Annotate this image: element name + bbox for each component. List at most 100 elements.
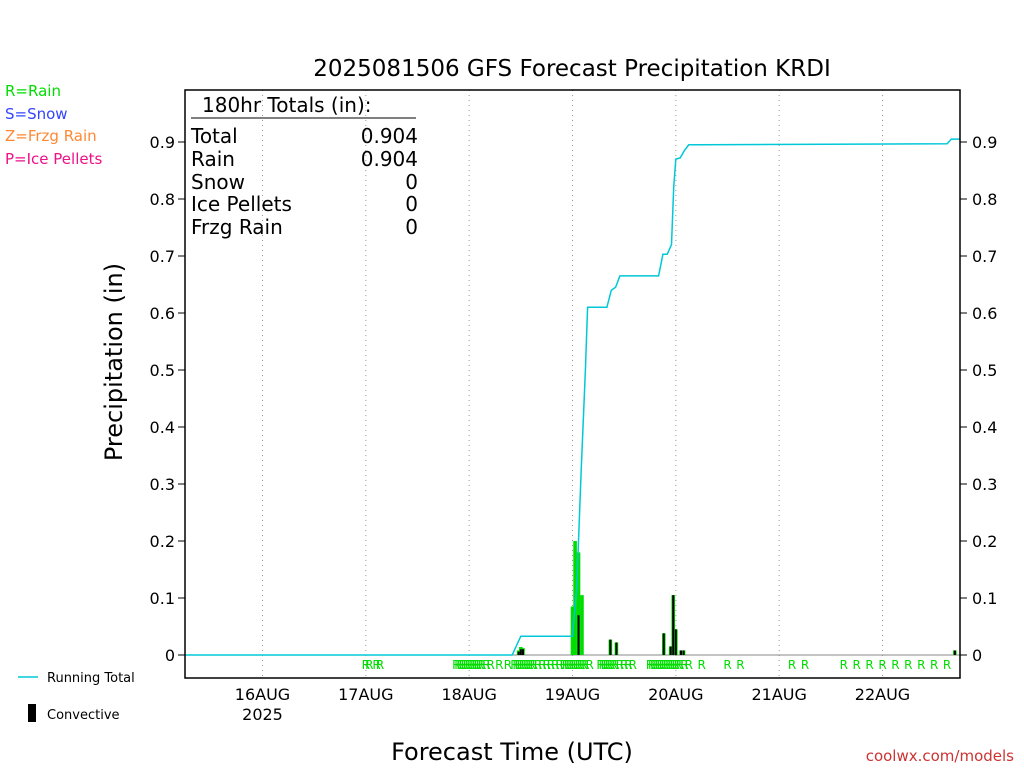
convective-bar bbox=[669, 646, 672, 655]
ptype-marker-rain: R bbox=[648, 658, 656, 672]
totals-heading: 180hr Totals (in): bbox=[202, 93, 372, 117]
y-tick-label-right: 0 bbox=[972, 646, 982, 665]
y-tick-label-left: 0.6 bbox=[150, 304, 175, 323]
ptype-marker-rain: R bbox=[878, 658, 886, 672]
y-tick-label-right: 0.2 bbox=[972, 532, 997, 551]
totals-value-snow: 0 bbox=[405, 170, 418, 194]
ptype-marker-rain: R bbox=[670, 658, 678, 672]
ptype-marker-rain: R bbox=[609, 658, 617, 672]
ptype-marker-rain: R bbox=[667, 658, 675, 672]
grid bbox=[185, 90, 960, 678]
y-tick-label-right: 0.4 bbox=[972, 418, 997, 437]
ptype-marker-rain: R bbox=[624, 658, 632, 672]
totals-box: 180hr Totals (in): Total 0.904 Rain 0.90… bbox=[190, 93, 418, 239]
y-axis-ticks: 0 00.1 0.10.2 0.20.3 0.30.4 0.40.5 0.50.6 0.60.… bbox=[150, 133, 998, 665]
ptype-marker-rain: R bbox=[476, 658, 484, 672]
ptype-marker-rain: R bbox=[603, 658, 611, 672]
y-tick-label-left: 0.3 bbox=[150, 475, 175, 494]
ptype-marker-rain: R bbox=[579, 658, 587, 672]
ptype-marker-rain: R bbox=[551, 658, 559, 672]
totals-label-ice-pellets: Ice Pellets bbox=[191, 192, 292, 216]
convective-bar bbox=[674, 629, 677, 655]
ptype-marker-rain: R bbox=[616, 658, 624, 672]
ptype-marker-rain: R bbox=[555, 658, 563, 672]
ptype-marker-rain: R bbox=[575, 658, 583, 672]
ptype-marker-rain: R bbox=[674, 658, 682, 672]
ptype-marker-rain: R bbox=[527, 658, 535, 672]
y-tick-label-left: 0 bbox=[165, 646, 175, 665]
ptype-marker-rain: R bbox=[372, 658, 380, 672]
ptype-marker-rain: R bbox=[607, 658, 615, 672]
y-tick-label-left: 0.1 bbox=[150, 589, 175, 608]
ptype-marker-rain: R bbox=[650, 658, 658, 672]
ptype-marker-rain: R bbox=[376, 658, 384, 672]
convective-bar bbox=[609, 639, 612, 655]
ptype-marker-rain: R bbox=[523, 658, 531, 672]
credit-link[interactable]: coolwx.com/models bbox=[866, 747, 1014, 765]
ptype-marker-rain: R bbox=[566, 658, 574, 672]
y-tick-label-left: 0.4 bbox=[150, 418, 175, 437]
ptype-marker-rain: R bbox=[663, 658, 671, 672]
ptype-marker-rain: R bbox=[577, 658, 585, 672]
ptype-marker-rain: R bbox=[570, 658, 578, 672]
ptype-marker-rain: R bbox=[542, 658, 550, 672]
convective-bar bbox=[662, 633, 665, 655]
running-total-line bbox=[185, 138, 960, 656]
x-tick-label: 18AUG bbox=[441, 685, 496, 704]
ptype-marker-rain: R bbox=[788, 658, 796, 672]
ptype-marker-rain: R bbox=[930, 658, 938, 672]
y-tick-label-right: 0.7 bbox=[972, 247, 997, 266]
convective-bar bbox=[953, 650, 956, 655]
ptype-marker-rain: R bbox=[463, 658, 471, 672]
legend-snow: S=Snow bbox=[5, 105, 68, 123]
ptype-marker-rain: R bbox=[573, 658, 581, 672]
ptype-marker-rain: R bbox=[515, 658, 523, 672]
ptype-marker-rain: R bbox=[478, 658, 486, 672]
ptype-marker-rain: R bbox=[723, 658, 731, 672]
ptype-marker-rain: R bbox=[852, 658, 860, 672]
ptype-marker-rain: R bbox=[943, 658, 951, 672]
precip-bar bbox=[576, 552, 581, 655]
ptype-marker-rain: R bbox=[517, 658, 525, 672]
ptype-marker-rain: R bbox=[365, 658, 373, 672]
y-tick-label-left: 0.5 bbox=[150, 361, 175, 380]
ptype-marker-rain: R bbox=[657, 658, 665, 672]
y-tick-label-right: 0.6 bbox=[972, 304, 997, 323]
ptype-marker-rain: R bbox=[605, 658, 613, 672]
totals-label-rain: Rain bbox=[191, 147, 235, 171]
convective-bar bbox=[682, 650, 685, 655]
y-tick-label-right: 0.3 bbox=[972, 475, 997, 494]
chart-title: 2025081506 GFS Forecast Precipitation KR… bbox=[313, 56, 830, 82]
y-tick-label-right: 0.9 bbox=[972, 133, 997, 152]
y-tick-label-right: 0.1 bbox=[972, 589, 997, 608]
legend-rain: R=Rain bbox=[5, 82, 61, 100]
ptype-marker-rain: R bbox=[530, 658, 538, 672]
ptype-marker-rain: R bbox=[685, 658, 693, 672]
convective-bar bbox=[521, 649, 524, 655]
precip-bar bbox=[580, 595, 584, 655]
y-tick-label-left: 0.7 bbox=[150, 247, 175, 266]
ptype-marker-rain: R bbox=[891, 658, 899, 672]
ptype-marker-rain: R bbox=[672, 658, 680, 672]
ptype-marker-rain: R bbox=[917, 658, 925, 672]
ptype-marker-rain: R bbox=[467, 658, 475, 672]
ptype-marker-rain: R bbox=[504, 658, 512, 672]
ptype-marker-rain: R bbox=[495, 658, 503, 672]
convective-legend-label: Convective bbox=[47, 708, 120, 723]
ptype-marker-rain: R bbox=[581, 658, 589, 672]
convective-bar bbox=[517, 651, 520, 655]
ptype-legend: R=Rain S=Snow Z=Frzg Rain P=Ice Pellets bbox=[5, 82, 102, 168]
ptype-marker-rain: R bbox=[659, 658, 667, 672]
precip-bars bbox=[516, 541, 957, 655]
ptype-marker-rain: R bbox=[596, 658, 604, 672]
ptype-marker-rain: R bbox=[510, 658, 518, 672]
ptype-marker-rain: R bbox=[474, 658, 482, 672]
ptype-marker-rain: R bbox=[465, 658, 473, 672]
ptype-marker-rain: R bbox=[560, 658, 568, 672]
totals-value-total: 0.904 bbox=[361, 124, 418, 148]
ptype-marker-rain: R bbox=[904, 658, 912, 672]
ptype-marker-rain: R bbox=[865, 658, 873, 672]
x-tick-label: 20AUG bbox=[648, 685, 703, 704]
